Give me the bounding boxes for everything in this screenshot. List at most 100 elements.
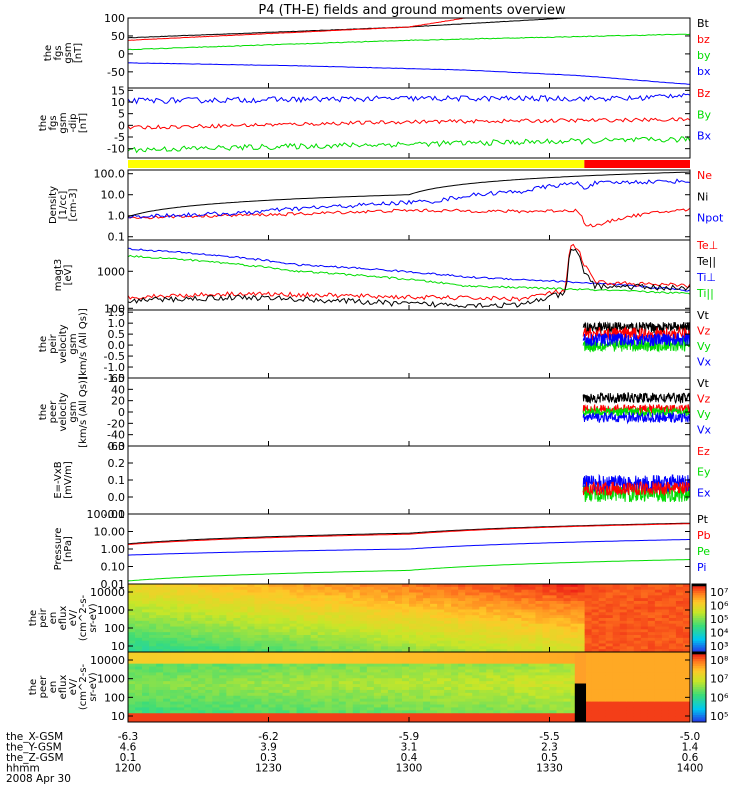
heatmap-cell bbox=[142, 640, 150, 644]
heatmap-cell bbox=[380, 675, 389, 679]
heatmap-cell bbox=[289, 692, 298, 697]
heatmap-cell bbox=[198, 692, 206, 697]
heatmap-cell bbox=[647, 695, 656, 700]
heatmap-cell bbox=[507, 603, 515, 608]
heatmap-cell bbox=[212, 678, 220, 682]
heatmap-cell bbox=[521, 713, 529, 717]
heatmap-cell bbox=[500, 586, 508, 591]
heatmap-cell bbox=[275, 678, 283, 682]
heatmap-cell bbox=[514, 675, 522, 679]
heatmap-cell bbox=[198, 669, 206, 673]
heatmap-cell bbox=[465, 603, 473, 608]
heatmap-cell bbox=[654, 609, 663, 613]
heatmap-cell bbox=[380, 620, 389, 625]
heatmap-cell bbox=[163, 606, 171, 610]
heatmap-cell bbox=[240, 719, 248, 723]
heatmap-cell bbox=[352, 612, 361, 616]
heatmap-cell bbox=[668, 592, 677, 596]
heatmap-cell bbox=[373, 612, 382, 616]
heatmap-cell bbox=[598, 666, 607, 670]
heatmap-cell bbox=[331, 586, 340, 591]
heatmap-cell bbox=[394, 606, 403, 610]
heatmap-cell bbox=[472, 646, 480, 650]
heatmap-cell bbox=[451, 689, 459, 694]
heatmap-cell bbox=[472, 637, 480, 642]
heatmap-cell bbox=[619, 643, 628, 647]
heatmap-cell bbox=[409, 606, 417, 610]
heatmap-cell bbox=[310, 584, 319, 588]
heatmap-cell bbox=[240, 660, 248, 665]
heatmap-cell bbox=[437, 657, 445, 662]
heatmap-cell bbox=[647, 698, 656, 702]
heatmap-cell bbox=[394, 595, 403, 599]
legend-entry: Ni bbox=[697, 190, 708, 203]
heatmap-cell bbox=[591, 666, 600, 670]
heatmap-cell bbox=[591, 672, 600, 676]
heatmap-cell bbox=[212, 657, 220, 662]
heatmap-cell bbox=[373, 719, 382, 723]
y-tick-label: -0.5 bbox=[104, 350, 125, 363]
heatmap-cell bbox=[563, 626, 571, 630]
heatmap-cell bbox=[444, 698, 452, 702]
heatmap-cell bbox=[289, 592, 298, 596]
heatmap-cell bbox=[409, 719, 417, 723]
heatmap-cell bbox=[156, 713, 164, 717]
heatmap-cell bbox=[479, 663, 487, 667]
heatmap-cell bbox=[149, 716, 157, 720]
heatmap-cell bbox=[240, 623, 248, 627]
heatmap-cell bbox=[591, 678, 600, 682]
heatmap-cell bbox=[205, 707, 213, 711]
y-axis-label: eV/ bbox=[68, 678, 79, 695]
heatmap-cell bbox=[296, 609, 305, 613]
heatmap-cell bbox=[507, 657, 515, 662]
heatmap-cell bbox=[521, 612, 529, 616]
heatmap-cell bbox=[668, 626, 677, 630]
heatmap-cell bbox=[163, 681, 171, 685]
heatmap-cell bbox=[205, 657, 213, 662]
heatmap-cell bbox=[296, 589, 305, 593]
heatmap-cell bbox=[682, 632, 691, 636]
heatmap-cell bbox=[184, 652, 192, 656]
heatmap-cell bbox=[430, 649, 438, 653]
heatmap-cell bbox=[528, 623, 536, 627]
heatmap-cell bbox=[254, 704, 262, 708]
heatmap-cell bbox=[619, 649, 628, 653]
heatmap-cell bbox=[142, 660, 150, 665]
heatmap-cell bbox=[675, 584, 684, 588]
heatmap-cell bbox=[282, 695, 290, 700]
heatmap-cell bbox=[170, 701, 178, 705]
heatmap-cell bbox=[163, 657, 171, 662]
heatmap-cell bbox=[254, 637, 262, 642]
heatmap-cell bbox=[647, 689, 656, 694]
heatmap-cell bbox=[661, 713, 670, 717]
heatmap-cell bbox=[198, 666, 206, 670]
heatmap-cell bbox=[444, 595, 452, 599]
heatmap-cell bbox=[584, 719, 593, 723]
heatmap-cell bbox=[254, 663, 262, 667]
colorbar-step bbox=[692, 636, 706, 639]
heatmap-cell bbox=[458, 632, 466, 636]
heatmap-cell bbox=[556, 595, 564, 599]
heatmap-cell bbox=[275, 701, 283, 705]
heatmap-cell bbox=[156, 649, 164, 653]
heatmap-cell bbox=[261, 615, 269, 619]
heatmap-cell bbox=[416, 584, 424, 588]
heatmap-cell bbox=[156, 584, 164, 588]
heatmap-cell bbox=[640, 687, 649, 691]
heatmap-cell bbox=[128, 710, 136, 714]
heatmap-cell bbox=[647, 687, 656, 691]
heatmap-cell bbox=[380, 716, 389, 720]
heatmap-cell bbox=[303, 719, 312, 723]
heatmap-cell bbox=[682, 612, 691, 616]
heatmap-cell bbox=[247, 612, 255, 616]
heatmap-cell bbox=[591, 713, 600, 717]
heatmap-cell bbox=[612, 640, 621, 644]
heatmap-cell bbox=[570, 623, 579, 627]
heatmap-cell bbox=[317, 704, 326, 708]
heatmap-cell bbox=[528, 626, 536, 630]
colorbar-tick-label: 10⁴ bbox=[710, 627, 729, 640]
heatmap-cell bbox=[598, 698, 607, 702]
heatmap-cell bbox=[654, 692, 663, 697]
heatmap-cell bbox=[661, 635, 670, 639]
